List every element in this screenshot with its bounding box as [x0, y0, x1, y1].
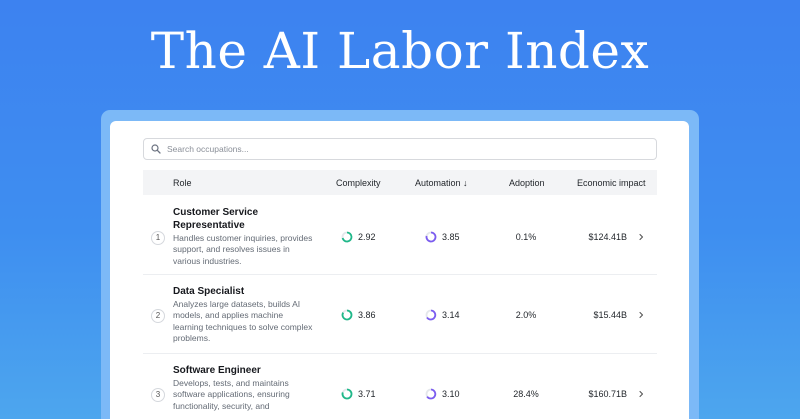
- column-header-economic-impact[interactable]: Economic impact: [577, 178, 646, 188]
- role-description: Analyzes large datasets, builds AI model…: [173, 299, 313, 344]
- automation-value: 3.85: [442, 232, 460, 242]
- automation-score: 3.14: [425, 309, 460, 321]
- automation-value: 3.14: [442, 310, 460, 320]
- adoption-value: 2.0%: [515, 310, 537, 320]
- automation-ring-icon: [425, 388, 437, 400]
- complexity-value: 2.92: [358, 232, 376, 242]
- complexity-value: 3.71: [358, 389, 376, 399]
- complexity-ring-icon: [341, 309, 353, 321]
- automation-ring-icon: [425, 309, 437, 321]
- chevron-right-icon[interactable]: [637, 311, 645, 319]
- chevron-right-icon[interactable]: [637, 390, 645, 398]
- complexity-value: 3.86: [358, 310, 376, 320]
- role-description: Develops, tests, and maintains software …: [173, 378, 290, 411]
- economic-impact-value: $160.71B: [588, 389, 627, 399]
- complexity-score: 2.92: [341, 231, 376, 243]
- rank-badge: 3: [151, 388, 165, 402]
- complexity-ring-icon: [341, 231, 353, 243]
- chevron-right-icon[interactable]: [637, 233, 645, 241]
- rank-badge: 1: [151, 231, 165, 245]
- index-table-card: Role Complexity Automation ↓ Adoption Ec…: [110, 121, 689, 419]
- table-header: Role Complexity Automation ↓ Adoption Ec…: [143, 170, 657, 195]
- column-header-adoption[interactable]: Adoption: [509, 178, 545, 188]
- role-title: Customer Service Representative: [173, 207, 259, 231]
- economic-impact-value: $15.44B: [593, 310, 627, 320]
- automation-value: 3.10: [442, 389, 460, 399]
- automation-score: 3.85: [425, 231, 460, 243]
- complexity-ring-icon: [341, 388, 353, 400]
- search-box[interactable]: [143, 138, 657, 160]
- column-header-complexity[interactable]: Complexity: [336, 178, 381, 188]
- page-title: The AI Labor Index: [150, 22, 650, 80]
- adoption-value: 0.1%: [515, 232, 537, 242]
- table-row[interactable]: 2 Data Specialist Analyzes large dataset…: [143, 275, 657, 354]
- table-body: 1 Customer Service Representative Handle…: [143, 196, 657, 419]
- role-description: Handles customer inquiries, provides sup…: [173, 233, 313, 266]
- economic-impact-value: $124.41B: [588, 232, 627, 242]
- automation-ring-icon: [425, 231, 437, 243]
- automation-score: 3.10: [425, 388, 460, 400]
- role-title: Data Specialist: [173, 286, 245, 297]
- table-row[interactable]: 1 Customer Service Representative Handle…: [143, 196, 657, 275]
- table-row[interactable]: 3 Software Engineer Develops, tests, and…: [143, 354, 657, 419]
- adoption-value: 28.4%: [513, 389, 539, 399]
- role-title: Software Engineer: [173, 365, 261, 376]
- column-header-automation[interactable]: Automation ↓: [415, 178, 468, 188]
- search-input[interactable]: [167, 144, 656, 154]
- complexity-score: 3.86: [341, 309, 376, 321]
- rank-badge: 2: [151, 309, 165, 323]
- column-header-role[interactable]: Role: [173, 178, 192, 188]
- complexity-score: 3.71: [341, 388, 376, 400]
- search-icon: [151, 144, 161, 154]
